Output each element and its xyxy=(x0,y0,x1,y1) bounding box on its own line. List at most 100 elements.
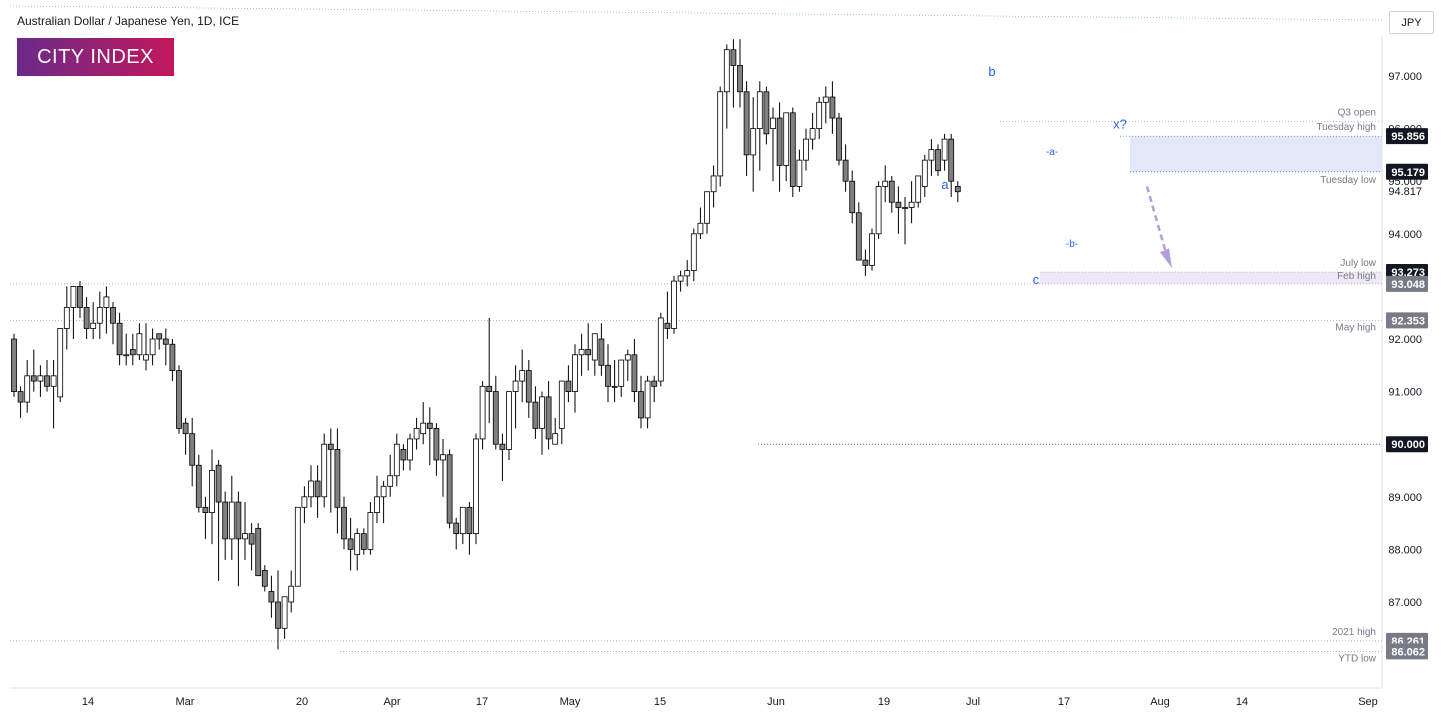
candle-body xyxy=(506,391,512,450)
candle-body xyxy=(459,506,466,535)
candle-body xyxy=(189,433,196,466)
currency-button[interactable]: JPY xyxy=(1389,11,1434,34)
candle-body xyxy=(103,296,110,308)
candle-body xyxy=(242,533,248,540)
x-tick-label: 14 xyxy=(82,696,94,708)
candle xyxy=(816,97,823,140)
wave-label: -a- xyxy=(1046,147,1058,158)
y-tick-label: 88.000 xyxy=(1388,544,1422,556)
candle-body xyxy=(572,354,578,392)
candle xyxy=(321,433,328,508)
candle xyxy=(30,349,37,392)
candle xyxy=(24,360,31,413)
candle xyxy=(651,375,658,403)
candle-body xyxy=(796,159,803,187)
candle xyxy=(730,39,737,108)
candle-body xyxy=(552,433,559,445)
candle xyxy=(677,270,684,292)
candle xyxy=(281,596,288,639)
axes-layer: Australian Dollar / Japanese Yen, 1D, IC… xyxy=(10,14,1428,708)
candle xyxy=(149,328,156,366)
candle xyxy=(189,417,196,487)
y-tick-label: 91.000 xyxy=(1388,387,1422,399)
price-tag-box xyxy=(1386,163,1428,180)
candle-body xyxy=(763,91,770,135)
candle-body xyxy=(532,401,539,429)
candle xyxy=(235,491,242,587)
candle xyxy=(783,112,790,182)
candle-body xyxy=(360,533,367,550)
candle-body xyxy=(129,349,136,356)
candle-body xyxy=(275,601,281,629)
candle xyxy=(96,291,103,339)
candle xyxy=(440,438,446,497)
candle-body xyxy=(374,496,380,513)
x-tick-label: 14 xyxy=(1236,696,1248,708)
candle xyxy=(209,449,215,545)
candle-body xyxy=(816,101,823,130)
candle xyxy=(572,344,578,413)
candle xyxy=(103,286,110,334)
candle-body xyxy=(723,49,730,93)
candle-body xyxy=(545,396,552,440)
candle-body xyxy=(426,422,433,429)
candle xyxy=(809,112,816,150)
x-tick-label: Apr xyxy=(383,696,400,708)
candle xyxy=(638,375,644,429)
candle xyxy=(618,359,625,397)
candle-body xyxy=(717,91,724,177)
candle xyxy=(202,496,209,539)
x-tick-label: 19 xyxy=(878,696,890,708)
candle xyxy=(862,249,869,276)
candle-body xyxy=(228,501,235,540)
candle-body xyxy=(433,428,440,461)
candle-body xyxy=(215,464,222,503)
candle xyxy=(803,128,809,171)
candle-body xyxy=(895,201,902,208)
candle-body xyxy=(836,117,842,161)
candle xyxy=(849,170,856,224)
candle xyxy=(308,465,314,508)
candle-body xyxy=(90,322,97,329)
candle xyxy=(195,454,202,513)
candle-body xyxy=(123,354,130,357)
candle-body xyxy=(499,443,506,450)
candle xyxy=(420,402,427,445)
candle xyxy=(486,317,493,424)
candle-body xyxy=(143,354,149,361)
candle xyxy=(829,81,836,134)
candle-body xyxy=(671,280,677,329)
candle-body xyxy=(512,380,519,392)
candle xyxy=(525,360,532,418)
candle-body xyxy=(770,117,776,130)
candle-body xyxy=(730,49,737,66)
candle-body xyxy=(657,317,664,382)
candle xyxy=(657,312,664,387)
x-tick-label: Aug xyxy=(1150,696,1170,708)
price-tag-label: 90.000 xyxy=(1391,439,1425,451)
candle-body xyxy=(261,570,268,587)
candle-body xyxy=(519,370,526,382)
candle xyxy=(400,444,407,471)
y-tick-label: 87.000 xyxy=(1388,597,1422,609)
candle-body xyxy=(605,364,611,387)
candle xyxy=(136,323,143,361)
x-tick-label: 17 xyxy=(476,696,488,708)
candle-body xyxy=(50,375,57,387)
candle xyxy=(690,228,697,282)
candle xyxy=(644,375,651,429)
candle-body xyxy=(288,585,295,603)
candle-body xyxy=(96,307,103,324)
candle xyxy=(169,339,176,382)
candle xyxy=(888,175,895,213)
candle xyxy=(558,380,565,445)
candle-body xyxy=(407,438,413,461)
candle-body xyxy=(737,65,743,93)
candle-body xyxy=(902,207,908,209)
candle-body xyxy=(387,475,394,487)
level-label: Tuesday high xyxy=(1316,122,1376,133)
candle-body xyxy=(855,212,862,261)
x-tick-label: 20 xyxy=(296,696,308,708)
